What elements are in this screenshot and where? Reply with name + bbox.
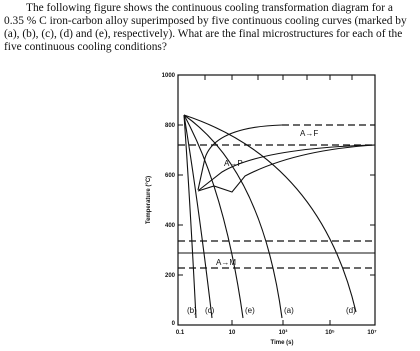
x-tick-label: 0.1: [176, 330, 185, 336]
question-text: The following figure shows the continuou…: [4, 2, 407, 53]
y-tick-label: 1000: [162, 73, 176, 79]
curve-label: (d): [346, 306, 356, 315]
ferrite-start: [197, 124, 283, 191]
cooling-curve-e: [183, 114, 244, 319]
curve-label: (c): [205, 306, 215, 315]
y-tick-label: 0: [172, 321, 176, 327]
y-tick-label: 200: [165, 273, 176, 279]
cooling-curve-b: [183, 114, 197, 319]
x-axis-label: Time (s): [271, 340, 294, 346]
curve-label: (b): [187, 306, 197, 315]
plot-frame: [177, 74, 376, 326]
y-tick-label: 800: [165, 123, 176, 129]
curve-label: (a): [284, 306, 294, 315]
cooling-curve-c: [183, 114, 213, 319]
curve-label: (e): [245, 306, 255, 315]
pearlite-start: [198, 144, 376, 191]
cooling-curve-d: [183, 114, 357, 313]
cooling-curve-a: [183, 114, 283, 319]
x-tick-label: 10: [229, 330, 236, 336]
x-tick-label: 10⁷: [367, 330, 377, 336]
y-tick-label: 600: [165, 173, 176, 179]
tick-marks: [178, 75, 375, 325]
y-tick-label: 400: [165, 223, 176, 229]
region-label: A→P: [224, 159, 243, 168]
pearlite-finish: [197, 144, 376, 193]
x-tick-label: 10³: [279, 329, 288, 336]
y-axis-label: Temperature (°C): [146, 176, 152, 224]
region-label: A→F: [300, 129, 318, 138]
region-label: A→M: [216, 258, 236, 267]
x-tick-label: 10⁵: [325, 330, 335, 336]
